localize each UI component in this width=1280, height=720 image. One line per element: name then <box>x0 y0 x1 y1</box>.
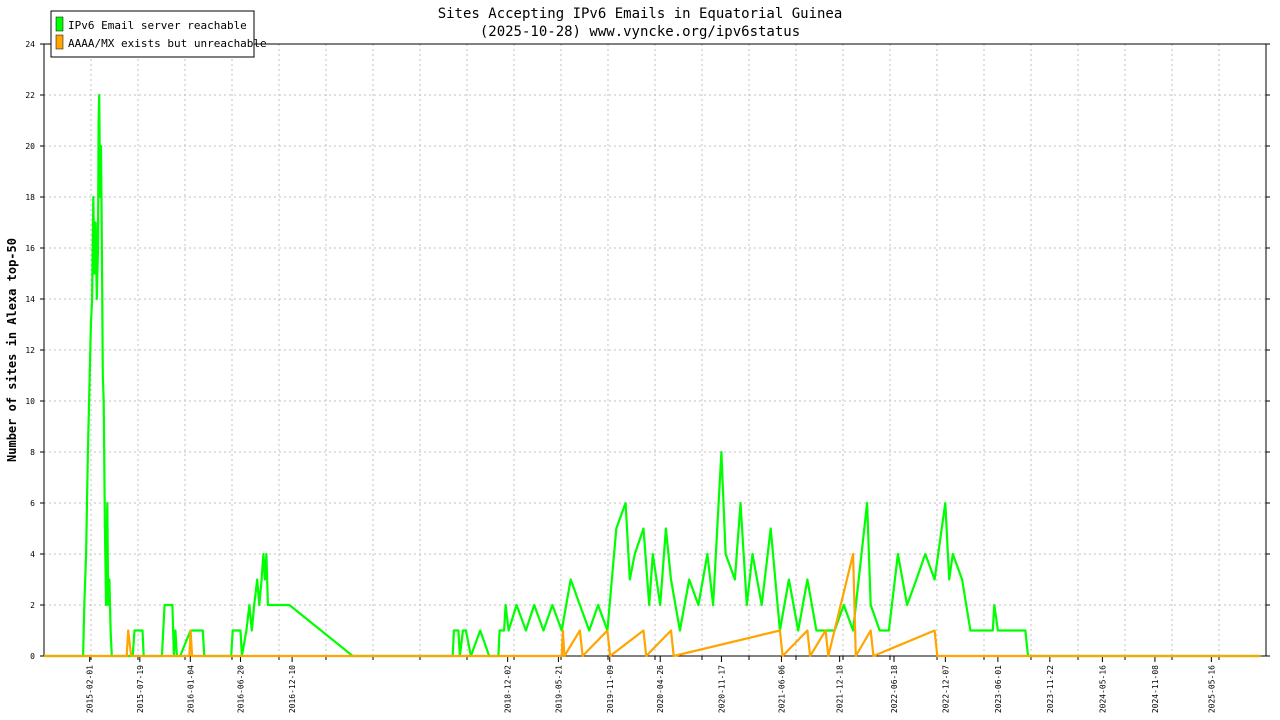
x-tick-label: 2016-01-04 <box>186 665 195 713</box>
x-tick-label: 2021-06-06 <box>777 665 786 713</box>
legend: IPv6 Email server reachable AAAA/MX exis… <box>50 10 267 58</box>
x-tick-label: 2016-12-10 <box>288 665 297 713</box>
x-tick-label: 2024-11-08 <box>1151 665 1160 713</box>
y-tick-label: 18 <box>25 193 35 202</box>
x-tick-label: 2015-02-01 <box>86 665 95 713</box>
y-tick-label: 14 <box>25 295 35 304</box>
x-tick-label: 2022-12-07 <box>941 665 950 713</box>
y-tick-label: 24 <box>25 40 35 49</box>
y-tick-label: 8 <box>30 448 35 457</box>
x-tick-label: 2015-07-19 <box>136 665 145 713</box>
legend-swatch-unreachable <box>55 34 64 50</box>
y-tick-label: 2 <box>30 601 35 610</box>
y-tick-label: 0 <box>30 652 35 661</box>
x-tick-label: 2025-05-16 <box>1207 665 1216 713</box>
series-line-reachable <box>44 93 1261 658</box>
x-tick-label: 2016-06-20 <box>236 665 245 713</box>
x-tick-label: 2018-12-02 <box>504 665 513 713</box>
x-tick-label: 2023-11-22 <box>1046 665 1055 713</box>
x-tick-label: 2020-11-17 <box>717 665 726 713</box>
series-lines <box>44 93 1261 658</box>
y-tick-label: 20 <box>25 142 35 151</box>
x-axis: 2015-02-01 2015-07-19 2016-01-04 2016-06-20… <box>86 656 1220 713</box>
y-axis-label: Number of sites in Alexa top-50 <box>5 238 19 462</box>
y-tick-label: 22 <box>25 91 35 100</box>
x-tick-label: 2021-12-18 <box>836 665 845 713</box>
x-tick-label: 2019-11-09 <box>606 665 615 713</box>
y-tick-label: 4 <box>30 550 35 559</box>
x-tick-label: 2019-05-21 <box>554 665 563 713</box>
legend-label-reachable: IPv6 Email server reachable <box>68 19 247 32</box>
legend-box <box>50 10 255 58</box>
x-tick-label: 2023-06-01 <box>994 665 1003 713</box>
legend-swatch-reachable <box>55 16 64 32</box>
y-tick-label: 12 <box>25 346 35 355</box>
y-tick-label: 6 <box>30 499 35 508</box>
chart-subtitle: (2025-10-28) www.vyncke.org/ipv6status <box>480 24 800 40</box>
x-tick-label: 2020-04-26 <box>656 665 665 713</box>
x-tick-label: 2022-06-18 <box>890 665 899 713</box>
series-line-unreachable <box>44 552 1261 658</box>
legend-label-unreachable: AAAA/MX exists but unreachable <box>68 37 267 50</box>
y-tick-label: 10 <box>25 397 35 406</box>
x-tick-label: 2024-05-16 <box>1098 665 1107 713</box>
chart-title: Sites Accepting IPv6 Emails in Equatoria… <box>438 6 843 22</box>
grid <box>44 43 1266 657</box>
y-tick-label: 16 <box>25 244 35 253</box>
